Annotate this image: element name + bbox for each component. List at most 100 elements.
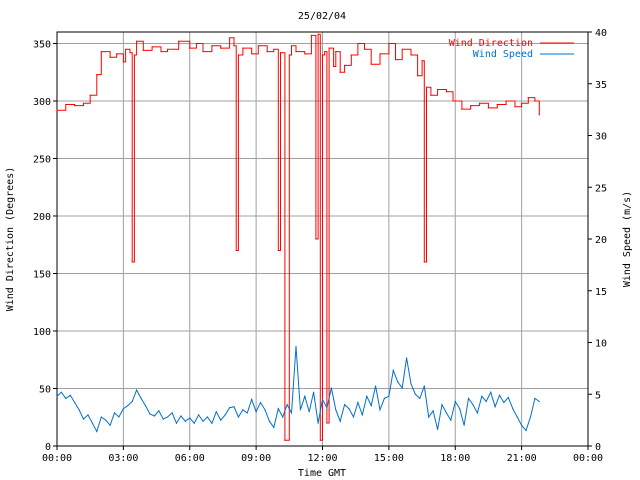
data-point-wind-speed <box>162 418 164 420</box>
data-point-wind-speed <box>397 381 399 383</box>
data-point-wind-speed <box>339 420 341 422</box>
data-point-wind-direction <box>178 40 180 42</box>
data-point-wind-direction <box>220 47 222 49</box>
data-point-wind-speed <box>56 395 58 397</box>
data-point-wind-speed <box>490 391 492 393</box>
data-point-wind-speed <box>127 405 129 407</box>
data-point-wind-direction <box>211 45 213 47</box>
data-point-wind-direction <box>538 114 540 116</box>
y-left-tick-label: 100 <box>33 327 51 338</box>
data-point-wind-speed <box>282 416 284 418</box>
data-point-wind-direction <box>401 48 403 50</box>
data-point-wind-direction <box>109 56 111 58</box>
data-point-wind-speed <box>467 397 470 399</box>
data-point-wind-direction <box>160 51 162 53</box>
data-point-wind-speed <box>140 397 142 399</box>
y-right-tick-label: 20 <box>595 235 607 246</box>
data-point-wind-direction <box>505 100 507 102</box>
data-point-wind-speed <box>91 422 93 424</box>
data-point-wind-speed <box>136 389 138 391</box>
data-point-wind-speed <box>299 409 301 411</box>
data-point-wind-speed <box>109 424 111 426</box>
data-point-wind-direction <box>290 45 293 47</box>
y-left-tick-label: 50 <box>39 385 51 396</box>
y-right-tick-label: 5 <box>595 390 601 401</box>
data-point-wind-speed <box>246 412 248 414</box>
data-point-wind-speed <box>295 346 297 348</box>
data-point-wind-speed <box>379 409 381 411</box>
x-tick-label: 06:00 <box>175 453 205 464</box>
data-point-wind-speed <box>118 416 120 418</box>
data-point-wind-direction <box>136 40 138 42</box>
data-point-wind-direction <box>116 53 118 55</box>
data-point-wind-direction <box>470 105 472 107</box>
y-right-tick-label: 25 <box>595 183 607 194</box>
data-point-wind-direction <box>357 42 359 45</box>
data-point-wind-speed <box>525 429 527 432</box>
data-point-wind-speed <box>113 412 116 414</box>
data-point-wind-speed <box>454 400 456 403</box>
data-point-wind-speed <box>450 419 452 421</box>
data-point-wind-speed <box>96 430 98 433</box>
data-point-wind-speed <box>144 405 147 407</box>
data-point-wind-speed <box>538 400 540 403</box>
data-point-wind-speed <box>202 420 204 422</box>
data-point-wind-direction <box>242 47 244 49</box>
data-point-wind-speed <box>264 409 266 411</box>
x-axis-ticks: 00:00 03:00 06:00 09:00 12:00 15:00 18:00 21:00… <box>42 446 603 464</box>
data-point-wind-speed <box>233 406 235 408</box>
data-point-wind-direction <box>350 54 352 56</box>
y-right-tick-label: 10 <box>595 339 607 350</box>
data-point-wind-direction <box>277 249 279 252</box>
series-line-wind-speed <box>56 346 540 433</box>
data-point-wind-direction <box>394 59 397 61</box>
data-point-wind-speed <box>392 369 394 371</box>
data-point-wind-speed <box>308 411 310 413</box>
data-point-wind-direction <box>479 102 481 104</box>
data-point-wind-direction <box>339 71 341 73</box>
data-point-wind-direction <box>421 60 423 62</box>
data-point-wind-speed <box>321 398 324 400</box>
data-point-wind-direction <box>487 107 489 109</box>
data-point-wind-speed <box>74 401 76 404</box>
data-point-wind-direction <box>96 74 98 76</box>
y-left-axis-label: Wind Direction (Degrees) <box>5 167 16 312</box>
data-point-wind-direction <box>202 51 204 53</box>
series-wind-direction <box>56 33 540 441</box>
data-point-wind-direction <box>133 54 135 56</box>
data-point-wind-speed <box>401 387 403 389</box>
data-point-wind-speed <box>69 394 71 396</box>
data-point-wind-speed <box>326 407 328 409</box>
data-point-wind-direction <box>189 47 191 49</box>
data-point-wind-direction <box>370 63 372 65</box>
data-point-wind-speed <box>361 414 363 416</box>
data-point-wind-speed <box>229 407 231 409</box>
data-point-wind-speed <box>485 400 487 403</box>
y-right-axis-ticks: 0 5 10 15 20 25 30 35 40 <box>588 28 607 453</box>
data-point-wind-speed <box>153 415 155 417</box>
data-point-wind-direction <box>195 42 197 45</box>
data-point-wind-speed <box>344 404 346 406</box>
data-point-wind-direction <box>514 106 516 108</box>
data-point-wind-speed <box>476 412 478 414</box>
data-point-wind-speed <box>521 424 523 426</box>
y-right-tick-label: 0 <box>595 442 601 453</box>
chart-title: 25/02/04 <box>298 11 346 22</box>
data-point-wind-speed <box>432 410 434 412</box>
data-point-wind-speed <box>534 397 536 399</box>
data-point-wind-speed <box>437 428 439 430</box>
data-point-wind-speed <box>414 393 416 395</box>
data-point-wind-direction <box>461 108 463 110</box>
data-point-wind-direction <box>410 54 412 56</box>
data-point-wind-direction <box>315 238 317 240</box>
data-point-wind-speed <box>335 409 337 411</box>
data-point-wind-direction <box>388 42 390 45</box>
legend-label-wind-direction: Wind Direction <box>449 38 533 49</box>
y-left-tick-label: 350 <box>33 40 51 51</box>
data-point-wind-speed <box>388 395 390 397</box>
y-left-tick-label: 150 <box>33 270 51 281</box>
data-point-wind-speed <box>220 419 222 421</box>
data-point-wind-speed <box>259 401 262 404</box>
data-point-wind-speed <box>348 408 350 410</box>
data-point-wind-direction <box>266 51 268 53</box>
